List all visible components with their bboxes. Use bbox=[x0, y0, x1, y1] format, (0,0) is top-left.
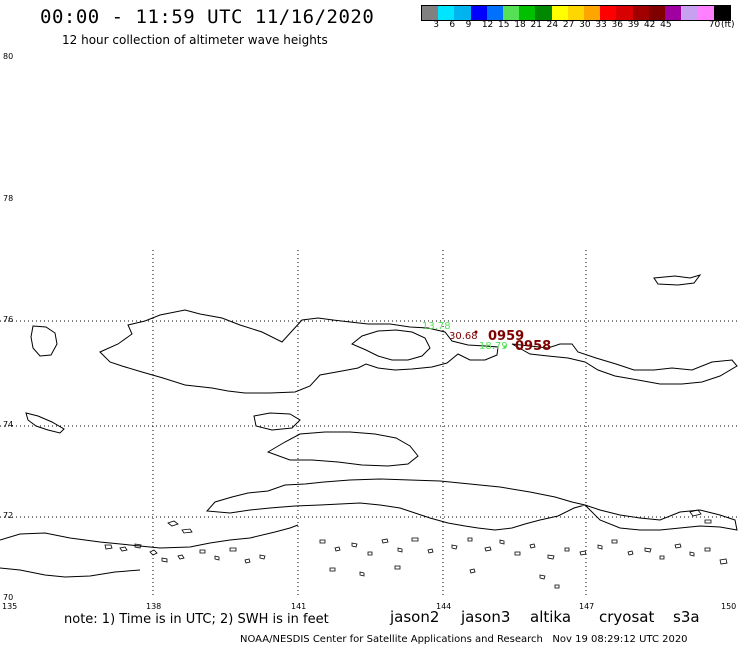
legend-swatch bbox=[470, 6, 487, 20]
legend-swatch bbox=[438, 6, 455, 20]
map-title: 00:00 - 11:59 UTC 11/16/2020 bbox=[40, 6, 375, 28]
coast-peninsula-east bbox=[584, 504, 738, 531]
satellite-altika: altika bbox=[530, 608, 572, 626]
lat-label: 78 bbox=[3, 194, 14, 203]
coast-shore-left bbox=[0, 524, 299, 549]
coast-island-small bbox=[253, 412, 301, 431]
legend-label: 24 bbox=[546, 20, 559, 30]
lon-label: 150 bbox=[721, 602, 737, 611]
lon-label: 138 bbox=[146, 602, 162, 611]
legend-swatch bbox=[648, 6, 666, 20]
legend-label: 6 bbox=[449, 20, 456, 30]
legend-swatch bbox=[567, 6, 585, 20]
obs-label-swh: 13.78 bbox=[422, 321, 451, 332]
obs-point bbox=[503, 345, 507, 349]
coast-eastern-island bbox=[511, 343, 738, 385]
legend-label: 9 bbox=[465, 20, 472, 30]
footer-credit: NOAA/NESDIS Center for Satellite Applica… bbox=[240, 634, 688, 645]
legend-label: 42 bbox=[643, 20, 656, 30]
color-legend-labels: 3 6 9 12 15 18 21 24 27 30 33 36 39 42 45 70 (ft) bbox=[425, 20, 735, 32]
coast-island-far-west bbox=[25, 412, 65, 434]
coast-kotelny bbox=[99, 309, 499, 394]
map-subtitle: 12 hour collection of altimeter wave hei… bbox=[62, 33, 328, 47]
legend-swatch bbox=[632, 6, 649, 20]
lat-label: 74 bbox=[3, 420, 14, 429]
satellite-jason3: jason3 bbox=[461, 608, 511, 626]
obs-point bbox=[474, 330, 478, 334]
obs-label-time: 0959 bbox=[488, 329, 525, 344]
legend-swatch bbox=[503, 6, 520, 20]
legend-swatch bbox=[454, 6, 471, 20]
coast-island-west bbox=[30, 325, 58, 357]
lon-label: 144 bbox=[436, 602, 452, 611]
lon-label: 141 bbox=[291, 602, 307, 611]
legend-swatch bbox=[584, 6, 601, 20]
coast-lyakhovsky bbox=[266, 431, 419, 467]
footer-note: note: 1) Time is in UTC; 2) SWH is in fe… bbox=[64, 612, 329, 627]
legend-label: 30 bbox=[579, 20, 591, 30]
obs-label-time: 0958 bbox=[515, 339, 552, 354]
legend-label: 70 bbox=[708, 20, 721, 30]
legend-swatch bbox=[697, 6, 714, 20]
legend-label: 3 bbox=[433, 20, 439, 30]
legend-label: 15 bbox=[498, 20, 510, 30]
legend-swatch bbox=[665, 6, 682, 20]
lat-label: 76 bbox=[3, 315, 14, 324]
legend-label: 39 bbox=[627, 20, 640, 30]
altimeter-track-points bbox=[474, 330, 507, 349]
legend-swatch bbox=[713, 6, 730, 20]
legend-swatch bbox=[486, 6, 504, 20]
lat-label: 70 bbox=[3, 593, 14, 602]
lat-label: 80 bbox=[3, 52, 14, 61]
legend-label: 33 bbox=[595, 20, 607, 30]
legend-swatch bbox=[600, 6, 617, 20]
legend-swatch bbox=[519, 6, 536, 20]
lon-label: 147 bbox=[579, 602, 595, 611]
coast-island-north bbox=[653, 274, 702, 286]
coast-lagoon bbox=[351, 329, 431, 361]
color-legend-bar bbox=[421, 5, 731, 21]
satellite-cryosat: cryosat bbox=[599, 608, 655, 626]
coast-mainland bbox=[205, 478, 586, 531]
legend-label: 36 bbox=[611, 20, 623, 30]
lon-label: 135 bbox=[2, 602, 18, 611]
legend-swatch bbox=[422, 6, 439, 20]
obs-label-swh: 30.68 bbox=[449, 331, 478, 342]
obs-label-swh: 18.79 bbox=[479, 341, 508, 352]
legend-swatch bbox=[681, 6, 698, 20]
legend-swatch bbox=[535, 6, 552, 20]
lat-label: 72 bbox=[3, 511, 14, 520]
satellite-s3a: s3a bbox=[673, 608, 700, 626]
legend-label: 18 bbox=[514, 20, 526, 30]
legend-swatch bbox=[551, 6, 568, 20]
legend-label: 27 bbox=[562, 20, 575, 30]
legend-unit: (ft) bbox=[721, 20, 735, 30]
legend-label: 12 bbox=[481, 20, 494, 30]
coastal-islets bbox=[104, 509, 728, 589]
satellite-jason2: jason2 bbox=[390, 608, 440, 626]
credit-timestamp: Nov 19 08:29:12 UTC 2020 bbox=[552, 634, 688, 645]
graticule bbox=[0, 250, 737, 598]
coastlines bbox=[0, 274, 738, 578]
legend-label: 21 bbox=[530, 20, 542, 30]
legend-label: 45 bbox=[660, 20, 672, 30]
legend-swatch bbox=[616, 6, 633, 20]
coast-shore-left-2 bbox=[0, 567, 141, 578]
credit-text: NOAA/NESDIS Center for Satellite Applica… bbox=[240, 634, 543, 645]
